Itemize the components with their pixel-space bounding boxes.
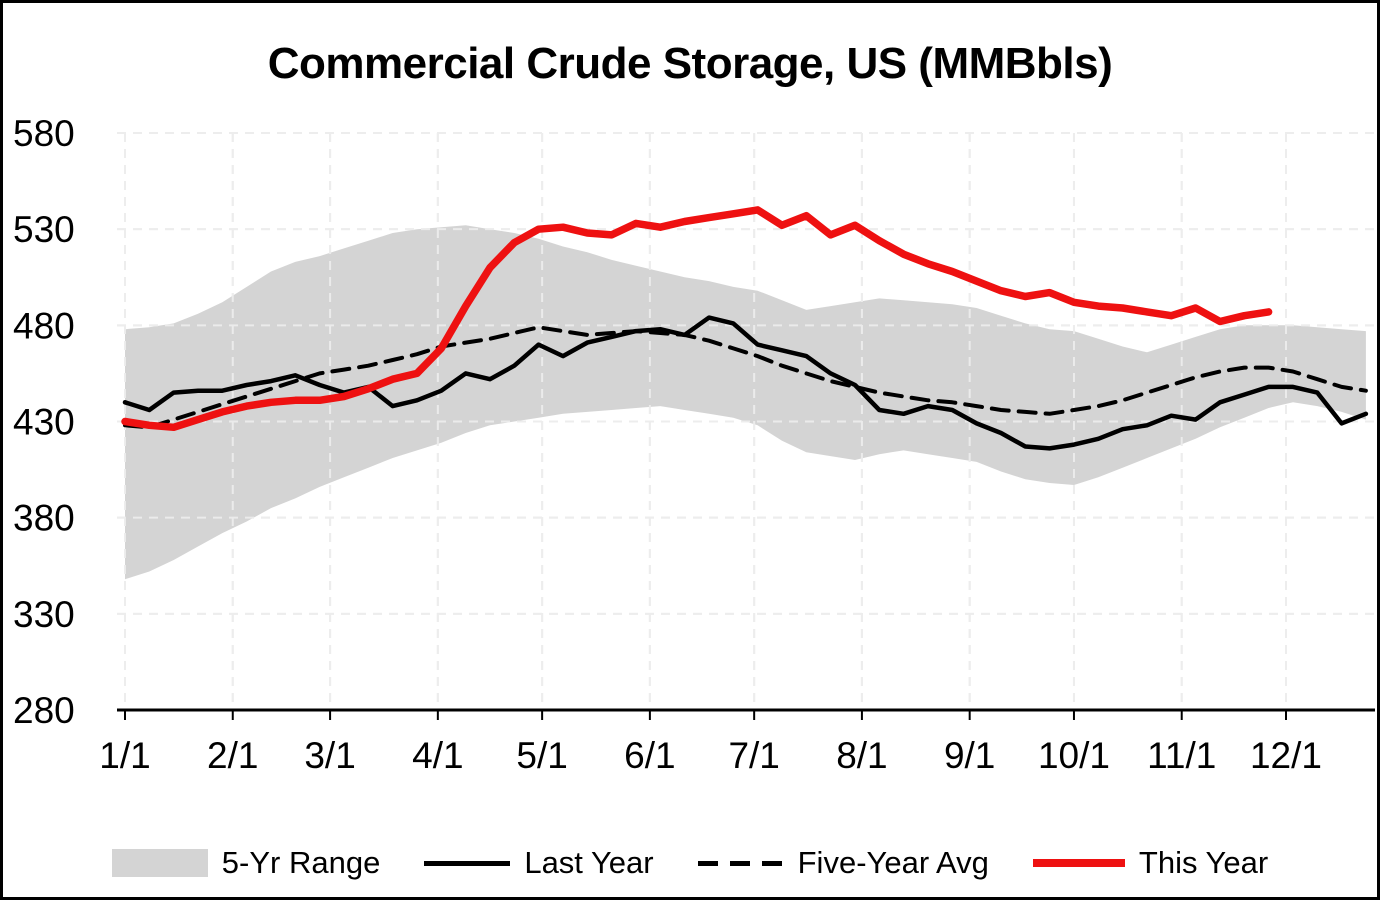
x-tick-label: 11/1 — [1147, 735, 1216, 776]
x-tick-label: 4/1 — [412, 735, 463, 776]
y-tick-label: 280 — [13, 690, 75, 731]
series-this-year-line — [121, 206, 1273, 432]
series-last-year-line — [122, 315, 1369, 451]
legend-swatch-last-year — [424, 860, 511, 866]
x-tick-label: 12/1 — [1250, 735, 1322, 776]
legend-item-five-year-avg: Five-Year Avg — [697, 845, 989, 881]
gridlines — [117, 132, 1375, 711]
y-tick-label: 530 — [13, 209, 75, 250]
chart-canvas: 280 330 380 430 480 530 580 1/1 2/1 3/1 4/1 5/1 6/1 7… — [13, 113, 1375, 776]
legend-label-last-year: Last Year — [524, 845, 654, 880]
legend-label-this-year: This Year — [1138, 845, 1269, 880]
x-tick-label: 1/1 — [99, 735, 150, 776]
x-tick-label: 7/1 — [728, 735, 779, 776]
series-five-year-avg-line — [123, 325, 1368, 430]
y-tick-label: 580 — [13, 113, 75, 154]
y-tick-label: 330 — [13, 594, 75, 635]
legend-swatch-this-year — [1032, 859, 1125, 867]
legend-label-five-year-avg: Five-Year Avg — [797, 845, 989, 880]
x-tick-label: 6/1 — [624, 735, 675, 776]
legend-label-5yr-range: 5-Yr Range — [221, 845, 381, 880]
x-tick-label: 9/1 — [944, 735, 995, 776]
legend-swatch-5yr-range — [111, 849, 208, 877]
chart-title: Commercial Crude Storage, US (MMBbls) — [267, 39, 1113, 88]
legend-item-last-year: Last Year — [424, 845, 654, 881]
y-tick-label: 430 — [13, 402, 75, 443]
y-tick-label: 380 — [13, 498, 75, 539]
y-tick-label: 480 — [13, 305, 75, 346]
x-tick-label: 8/1 — [836, 735, 887, 776]
x-tick-label: 10/1 — [1038, 735, 1110, 776]
legend-item-this-year: This Year — [1032, 845, 1269, 881]
legend-swatch-five-year-avg — [697, 860, 784, 866]
legend-item-5yr-range: 5-Yr Range — [111, 845, 381, 881]
chart-legend: 5-Yr Range Last Year Five-Year Avg This … — [3, 845, 1377, 881]
x-tick-label: 3/1 — [304, 735, 355, 776]
band-5yr-range — [125, 225, 1366, 580]
x-tick-label: 5/1 — [516, 735, 567, 776]
x-tick-label: 2/1 — [207, 735, 258, 776]
